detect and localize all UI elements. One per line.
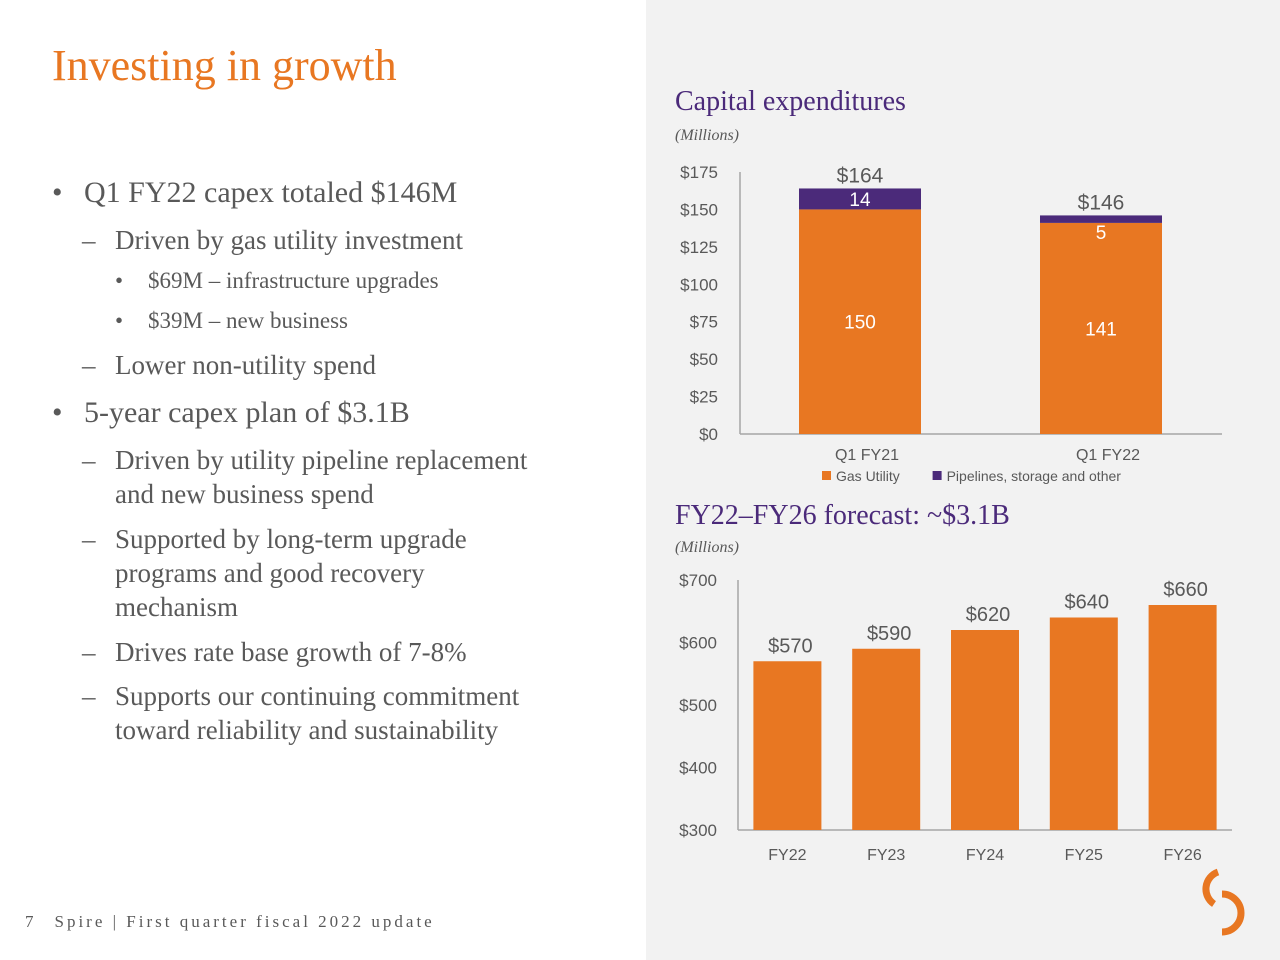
legend-swatch [822,471,831,480]
x-tick-label: FY24 [966,847,1004,864]
bullet-marker: • [115,308,124,333]
y-tick-label: $500 [679,696,717,715]
x-tick-label: FY22 [768,847,806,864]
y-tick-label: $400 [679,759,717,778]
bullet-text: $69M – infrastructure upgrades [148,268,439,293]
bar-value-label: $590 [867,623,912,645]
spire-logo-icon [1202,868,1245,936]
segment-value-label: 14 [849,190,871,211]
bullet-marker: – [82,681,96,711]
bullet-marker: – [82,350,96,380]
slide-title: Investing in growth [52,41,397,90]
bullet-marker: • [52,396,63,429]
capex-chart-subtitle: (Millions) [675,127,739,144]
bullet-text: programs and good recovery [115,558,425,588]
segment-value-label: 150 [844,313,876,334]
bullet-text: and new business spend [115,479,374,509]
bar [753,661,822,830]
legend-swatch [932,471,942,480]
bullet-marker: – [82,637,96,667]
bullet-marker: – [82,524,96,554]
x-tick-label: Q1 FY22 [1076,447,1140,464]
footer-text: Spire | First quarter fiscal 2022 update [54,912,435,931]
legend-label: Gas Utility [836,468,900,484]
forecast-chart-title: FY22–FY26 forecast: ~$3.1B [675,500,1010,531]
y-tick-label: $75 [690,313,718,332]
bullet-text: Driven by utility pipeline replacement [115,445,528,475]
forecast-bar-chart: $300 $400 $500 $600 $700 $570 FY22 $590 FY23 $620… [679,571,1232,864]
bullet-text: Drives rate base growth of 7-8% [115,637,467,667]
bullet-text: Lower non-utility spend [115,350,376,380]
page-number: 7 [25,912,37,931]
x-tick-label: Q1 FY21 [835,447,899,464]
forecast-chart-subtitle: (Millions) [675,539,739,556]
segment-value-label: 5 [1096,223,1107,244]
capex-chart-title: Capital expenditures [675,86,906,117]
bar [1049,617,1118,830]
bullet-text: 5-year capex plan of $3.1B [84,396,410,429]
bullet-text: Supports our continuing commitment [115,681,520,711]
x-tick-label: FY23 [867,847,905,864]
x-tick-label: FY26 [1163,847,1201,864]
y-tick-label: $175 [680,163,718,182]
bullet-marker: – [82,225,96,255]
y-tick-label: $125 [680,238,718,257]
bullet-marker: – [82,445,96,475]
bar [1148,605,1217,830]
capex-stacked-bar-chart: $0 $25 $50 $75 $100 $125 $150 $175 150 14 $164 Q1 F… [680,163,1222,484]
footer: 7 Spire | First quarter fiscal 2022 updat… [25,912,435,932]
legend-label: Pipelines, storage and other [947,468,1122,484]
bullet-text: mechanism [115,592,238,622]
bar [951,630,1019,830]
bullet-text: Supported by long-term upgrade [115,524,467,554]
bullet-text: Q1 FY22 capex totaled $146M [84,176,458,209]
y-tick-label: $25 [690,388,718,407]
total-value-label: $164 [837,164,884,187]
bar-segment-pipelines-storage-and-other [799,188,921,210]
y-tick-label: $700 [679,571,717,590]
y-tick-label: $100 [680,275,718,294]
bar-value-label: $640 [1065,592,1110,614]
total-value-label: $146 [1078,191,1125,214]
bar-value-label: $620 [966,604,1011,626]
x-tick-label: FY25 [1065,847,1103,864]
bar [852,648,921,830]
text-panel: Investing in growth • Q1 FY22 capex total… [25,41,528,932]
bullet-marker: • [52,176,63,209]
y-tick-label: $300 [679,821,717,840]
bullet-text: $39M – new business [148,308,348,333]
bullet-text: Driven by gas utility investment [115,225,463,255]
y-tick-label: $600 [679,634,717,653]
bar-segment-pipelines-storage-and-other [1040,215,1162,223]
y-tick-label: $150 [680,200,718,219]
bar-value-label: $660 [1163,579,1208,601]
bullet-text: toward reliability and sustainability [115,715,499,745]
bullet-marker: • [115,268,124,293]
bar-segment-gas-utility [1040,222,1162,434]
bar-segment-gas-utility [799,209,921,434]
bar-value-label: $570 [768,635,813,657]
y-tick-label: $0 [699,425,718,444]
y-tick-label: $50 [690,350,718,369]
segment-value-label: 141 [1085,319,1117,340]
